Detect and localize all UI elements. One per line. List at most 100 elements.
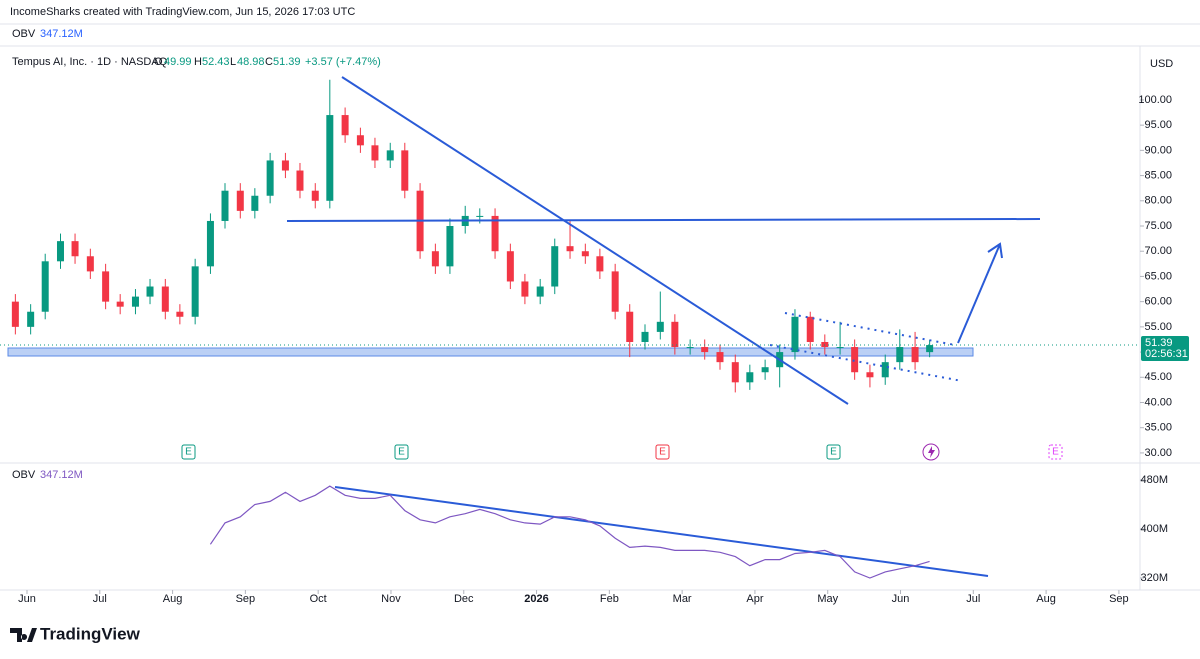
x-tick-label: Apr (746, 593, 763, 605)
candle-body (581, 251, 589, 257)
earnings-marker (826, 444, 841, 460)
earnings-label: E (1052, 447, 1059, 458)
candle-body (236, 190, 244, 211)
candle-body (296, 170, 304, 191)
candle-body (401, 150, 409, 191)
x-tick-label: Oct (310, 593, 327, 605)
events: E E E E E (181, 443, 1063, 461)
candle-body (671, 321, 679, 348)
y-tick-label: 400M (1140, 523, 1168, 535)
candle-body (311, 190, 319, 201)
x-tick-label: Sep (1109, 593, 1129, 605)
x-tick-label: 2026 (524, 593, 548, 605)
candles (11, 79, 934, 393)
logo-text: TradingView (40, 624, 141, 643)
earnings-label: E (830, 447, 837, 458)
candle-body (701, 347, 709, 353)
candle-body (191, 266, 199, 317)
candle-body (791, 316, 799, 353)
candle-body (371, 145, 379, 161)
x-tick-label: Jul (93, 593, 107, 605)
resistance-line (286, 218, 1041, 222)
x-tick-label: Jun (892, 593, 910, 605)
earnings-marker (1048, 444, 1063, 460)
logo: TradingView (10, 624, 141, 643)
obv-value: 347.12M (40, 28, 83, 40)
candle-body (102, 271, 110, 302)
support-band (7, 347, 974, 357)
earnings-label: E (398, 447, 405, 458)
channel-bottom (769, 344, 963, 382)
candle-body (71, 241, 79, 257)
last-price: 51.39 (1145, 337, 1173, 349)
arrow-head (987, 242, 1003, 259)
candle-body (626, 311, 634, 342)
x-tick-label: Aug (163, 593, 183, 605)
candle-body (206, 220, 214, 267)
x-tick-label: Feb (600, 593, 619, 605)
candle-body (146, 286, 154, 297)
candle-body (221, 190, 229, 221)
ohlc-value: 52.43 (202, 56, 230, 68)
candle-body (446, 226, 454, 267)
obv-trend-line (334, 486, 989, 577)
candle-body (431, 251, 439, 267)
obv-line (209, 485, 930, 579)
lightning-icon (928, 446, 935, 458)
x-tick-label: Jul (966, 593, 980, 605)
y-tick-label: 90.00 (1144, 144, 1172, 156)
candle-body (356, 135, 364, 146)
candle-body (731, 362, 739, 383)
x-tick-label: Sep (236, 593, 256, 605)
candle-body (686, 347, 694, 349)
candle-body (566, 246, 574, 252)
countdown: 02:56:31 (1145, 348, 1188, 360)
currency: USD (1150, 58, 1173, 70)
candle-body (611, 271, 619, 312)
logo-icon (10, 628, 37, 642)
y-tick-label: 80.00 (1144, 195, 1172, 207)
y-tick-label: 55.00 (1144, 321, 1172, 333)
candle-body (341, 115, 349, 136)
channel-top (784, 312, 956, 346)
x-tick-label: May (817, 593, 838, 605)
ohlc-value: 48.98 (237, 56, 265, 68)
change: +3.57 (+7.47%) (305, 56, 381, 68)
candle-body (56, 241, 64, 262)
x-tick-label: Aug (1036, 593, 1056, 605)
ohlc-key: C (265, 56, 273, 68)
y-tick-label: 75.00 (1144, 220, 1172, 232)
ohlc-key: H (194, 56, 202, 68)
obv-label: OBV (12, 28, 36, 40)
candle-body (506, 251, 514, 282)
candle-body (926, 345, 934, 353)
y-tick-label: 95.00 (1144, 119, 1172, 131)
trend-line (341, 76, 849, 405)
symbol: Tempus AI, Inc. · 1D · NASDAQ (12, 56, 168, 68)
candle-body (176, 311, 184, 317)
candle-body (116, 301, 124, 307)
candle-body (911, 347, 919, 363)
candle-body (86, 256, 94, 272)
y-tick-label: 65.00 (1144, 270, 1172, 282)
candle-body (716, 352, 724, 363)
candle-body (806, 316, 814, 342)
candle-body (896, 347, 904, 363)
ohlc-value: 51.39 (273, 56, 301, 68)
candle-body (536, 286, 544, 297)
candle-body (656, 321, 664, 332)
obv-pane-value: 347.12M (40, 469, 83, 481)
obv-pane-label: OBV (12, 469, 36, 481)
y-tick-label: 40.00 (1144, 396, 1172, 408)
candle-body (881, 362, 889, 378)
candle-body (251, 195, 259, 211)
candle-body (521, 281, 529, 297)
earnings-label: E (659, 447, 666, 458)
arrow (957, 243, 1001, 344)
y-tick-label: 85.00 (1144, 169, 1172, 181)
earnings-label: E (185, 447, 192, 458)
candle-body (836, 347, 844, 349)
drawings (286, 76, 1041, 577)
